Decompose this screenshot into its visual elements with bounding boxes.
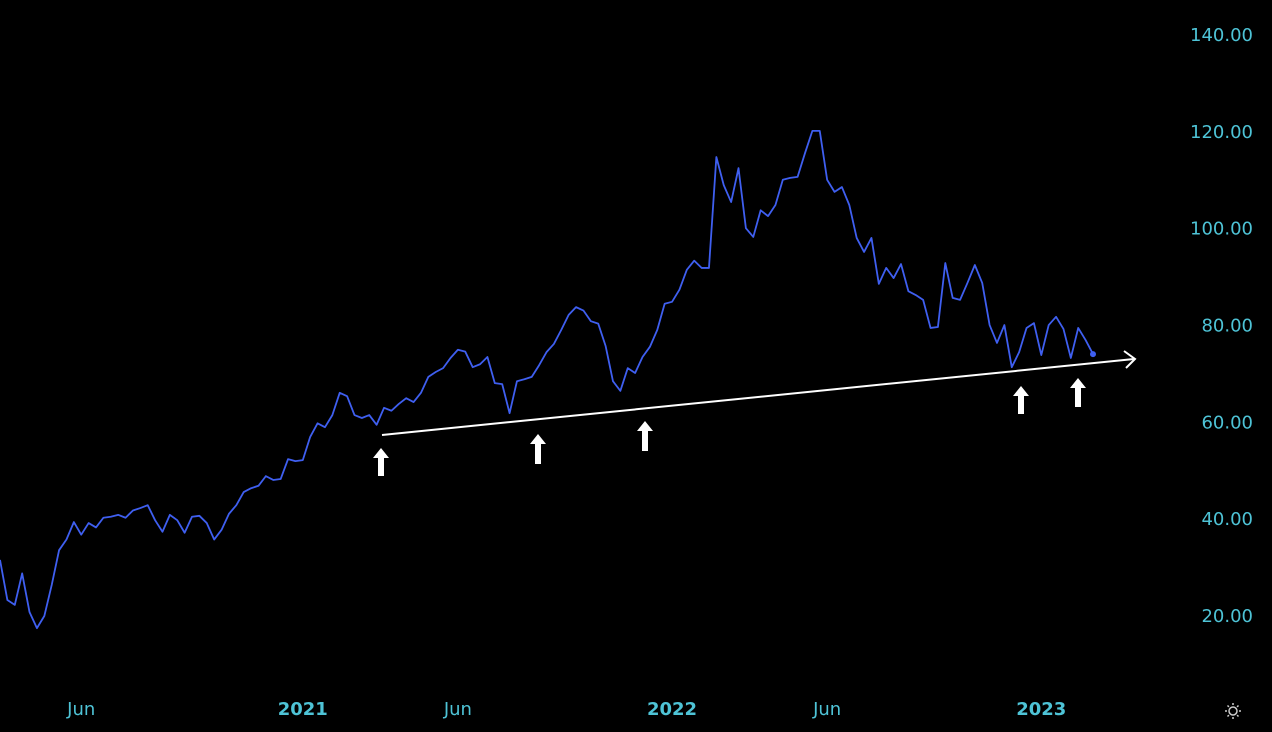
x-tick-label: 2021 bbox=[278, 699, 328, 720]
up-arrow bbox=[637, 421, 653, 451]
up-arrow bbox=[530, 434, 546, 464]
trend-arrow-head bbox=[1123, 350, 1137, 369]
annotations bbox=[381, 350, 1137, 436]
settings-icon[interactable] bbox=[1225, 703, 1241, 719]
y-tick-label: 20.00 bbox=[1201, 606, 1253, 627]
up-arrow bbox=[1013, 386, 1029, 414]
y-tick-label: 60.00 bbox=[1201, 412, 1253, 433]
price-line bbox=[0, 130, 1094, 630]
up-arrow bbox=[1070, 378, 1086, 407]
up-arrow bbox=[373, 448, 389, 476]
y-tick-label: 80.00 bbox=[1201, 316, 1253, 337]
y-tick-label: 120.00 bbox=[1190, 122, 1253, 143]
y-tick-label: 40.00 bbox=[1201, 509, 1253, 530]
last-point bbox=[1090, 351, 1096, 358]
x-tick-label: Jun bbox=[812, 699, 841, 720]
settings-icon-rays[interactable] bbox=[1225, 703, 1241, 719]
trend-line bbox=[381, 358, 1135, 436]
x-tick-label: Jun bbox=[443, 699, 472, 720]
y-tick-label: 140.00 bbox=[1190, 25, 1253, 46]
support-arrows bbox=[373, 378, 1086, 476]
x-tick-label: 2022 bbox=[647, 699, 697, 720]
x-tick-label: 2023 bbox=[1016, 699, 1066, 720]
y-tick-label: 100.00 bbox=[1190, 219, 1253, 240]
settings-icon-circle[interactable] bbox=[1228, 706, 1238, 716]
x-tick-label: Jun bbox=[66, 699, 95, 720]
